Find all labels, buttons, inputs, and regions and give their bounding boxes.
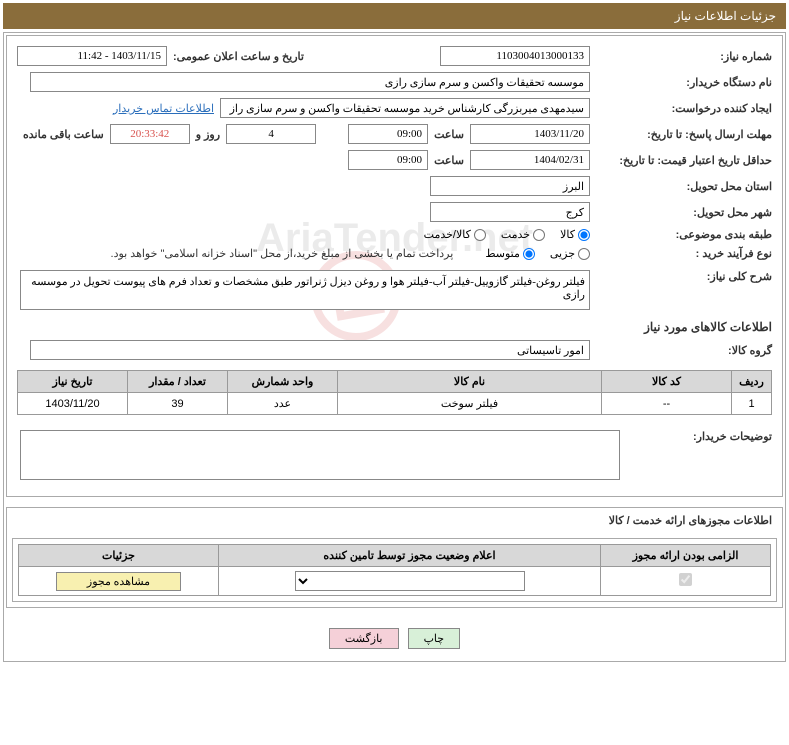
status-select[interactable] bbox=[295, 571, 525, 591]
cell-qty: 39 bbox=[128, 393, 228, 415]
back-button[interactable]: بازگشت bbox=[329, 628, 399, 649]
deadline-days: 4 bbox=[226, 124, 316, 144]
city-label: شهر محل تحویل: bbox=[672, 206, 772, 219]
th-row: ردیف bbox=[732, 371, 772, 393]
price-validity-time: 09:00 bbox=[348, 150, 428, 170]
header-title: جزئیات اطلاعات نیاز bbox=[675, 9, 776, 23]
process-note: پرداخت تمام یا بخشی از مبلغ خرید،از محل … bbox=[111, 247, 454, 260]
category-radio-group: کالا خدمت کالا/خدمت bbox=[424, 228, 590, 241]
license-panel: اطلاعات مجوزهای ارائه خدمت / کالا الزامی… bbox=[6, 507, 783, 608]
days-label: روز و bbox=[196, 128, 220, 141]
deadline-timer: 20:33:42 bbox=[110, 124, 190, 144]
page-header: جزئیات اطلاعات نیاز bbox=[3, 3, 786, 29]
radio-small[interactable] bbox=[578, 248, 590, 260]
th-name: نام کالا bbox=[338, 371, 602, 393]
buyer-value: موسسه تحقیقات واکسن و سرم سازی رازی bbox=[30, 72, 590, 92]
th-mandatory: الزامی بودن ارائه مجوز bbox=[601, 545, 771, 567]
license-row: مشاهده مجوز bbox=[19, 567, 771, 596]
remain-label: ساعت باقی مانده bbox=[23, 128, 104, 141]
cell-status bbox=[219, 567, 601, 596]
radio-kala[interactable] bbox=[578, 229, 590, 241]
buyer-notes-value bbox=[20, 430, 620, 480]
radio-both[interactable] bbox=[474, 229, 486, 241]
category-option-both[interactable]: کالا/خدمت bbox=[424, 228, 486, 241]
deadline-date: 1403/11/20 bbox=[470, 124, 590, 144]
cell-details: مشاهده مجوز bbox=[19, 567, 219, 596]
th-code: کد کالا bbox=[602, 371, 732, 393]
need-number-label: شماره نیاز: bbox=[672, 50, 772, 63]
license-inner: الزامی بودن ارائه مجوز اعلام وضعیت مجوز … bbox=[12, 538, 777, 602]
province-label: استان محل تحویل: bbox=[672, 180, 772, 193]
process-type-label: نوع فرآیند خرید : bbox=[672, 247, 772, 260]
print-button[interactable]: چاپ bbox=[408, 628, 461, 649]
button-row: چاپ بازگشت bbox=[6, 618, 783, 659]
mandatory-checkbox bbox=[679, 573, 692, 586]
cell-date: 1403/11/20 bbox=[18, 393, 128, 415]
announce-value: 1403/11/15 - 11:42 bbox=[17, 46, 167, 66]
requester-label: ایجاد کننده درخواست: bbox=[672, 102, 772, 115]
category-label: طبقه بندی موضوعی: bbox=[672, 228, 772, 241]
details-panel: AriaTender.net شماره نیاز: 1103004013000… bbox=[6, 35, 783, 497]
process-option-small[interactable]: جزیی bbox=[550, 247, 590, 260]
th-qty: تعداد / مقدار bbox=[128, 371, 228, 393]
cell-row: 1 bbox=[732, 393, 772, 415]
th-unit: واحد شمارش bbox=[228, 371, 338, 393]
description-label: شرح کلی نیاز: bbox=[672, 270, 772, 283]
buyer-label: نام دستگاه خریدار: bbox=[672, 76, 772, 89]
price-validity-label: حداقل تاریخ اعتبار قیمت: تا تاریخ: bbox=[632, 154, 772, 167]
cell-unit: عدد bbox=[228, 393, 338, 415]
table-row: 1 -- فیلتر سوخت عدد 39 1403/11/20 bbox=[18, 393, 772, 415]
buyer-contact-link[interactable]: اطلاعات تماس خریدار bbox=[113, 102, 214, 115]
goods-group-label: گروه کالا: bbox=[672, 344, 772, 357]
goods-section-title: اطلاعات کالاهای مورد نیاز bbox=[17, 320, 772, 334]
cell-name: فیلتر سوخت bbox=[338, 393, 602, 415]
cell-code: -- bbox=[602, 393, 732, 415]
th-date: تاریخ نیاز bbox=[18, 371, 128, 393]
radio-medium[interactable] bbox=[523, 248, 535, 260]
license-table: الزامی بودن ارائه مجوز اعلام وضعیت مجوز … bbox=[18, 544, 771, 596]
process-type-radio-group: جزیی متوسط bbox=[485, 247, 590, 260]
category-option-kala[interactable]: کالا bbox=[560, 228, 590, 241]
description-value bbox=[20, 270, 590, 310]
radio-khedmat[interactable] bbox=[533, 229, 545, 241]
license-title: اطلاعات مجوزهای ارائه خدمت / کالا bbox=[7, 508, 782, 533]
goods-table: ردیف کد کالا نام کالا واحد شمارش تعداد /… bbox=[17, 370, 772, 415]
price-validity-date: 1404/02/31 bbox=[470, 150, 590, 170]
city-value: کرج bbox=[430, 202, 590, 222]
cell-mandatory bbox=[601, 567, 771, 596]
th-details: جزئیات bbox=[19, 545, 219, 567]
requester-value: سیدمهدی میربزرگی کارشناس خرید موسسه تحقی… bbox=[220, 98, 590, 118]
province-value: البرز bbox=[430, 176, 590, 196]
need-number-value: 1103004013000133 bbox=[440, 46, 590, 66]
outer-container: AriaTender.net شماره نیاز: 1103004013000… bbox=[3, 32, 786, 662]
deadline-time-label: ساعت bbox=[434, 128, 464, 141]
view-license-button[interactable]: مشاهده مجوز bbox=[56, 572, 181, 591]
category-option-khedmat[interactable]: خدمت bbox=[501, 228, 545, 241]
th-status: اعلام وضعیت مجوز توسط تامین کننده bbox=[219, 545, 601, 567]
price-validity-time-label: ساعت bbox=[434, 154, 464, 167]
deadline-time: 09:00 bbox=[348, 124, 428, 144]
goods-group-value: امور تاسیساتی bbox=[30, 340, 590, 360]
deadline-label: مهلت ارسال پاسخ: تا تاریخ: bbox=[672, 128, 772, 141]
announce-label: تاریخ و ساعت اعلان عمومی: bbox=[173, 50, 304, 63]
buyer-notes-label: توضیحات خریدار: bbox=[672, 430, 772, 443]
process-option-medium[interactable]: متوسط bbox=[485, 247, 535, 260]
